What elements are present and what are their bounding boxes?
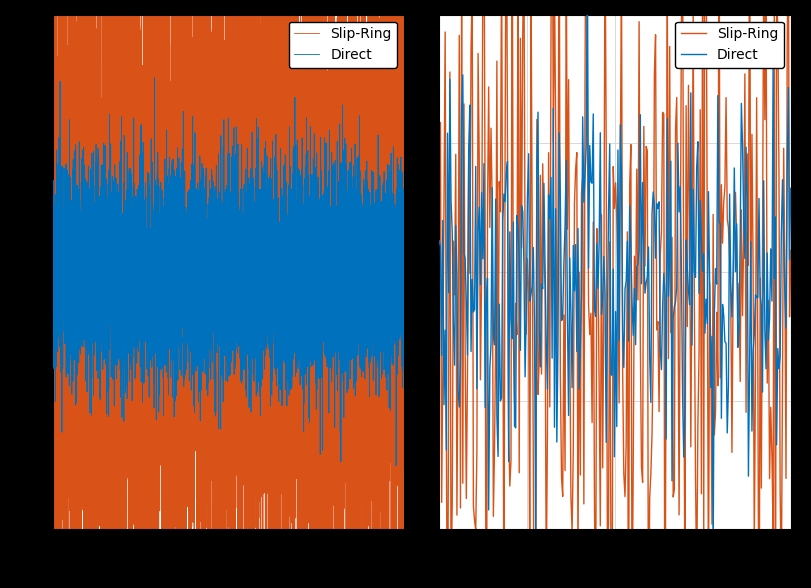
Line: Slip-Ring: Slip-Ring xyxy=(440,0,791,588)
Slip-Ring xyxy=(399,557,409,564)
Direct xyxy=(644,243,654,250)
Direct xyxy=(49,304,59,311)
Direct xyxy=(399,236,409,243)
Slip-Ring xyxy=(117,265,127,272)
Slip-Ring xyxy=(733,315,743,322)
Slip-Ring xyxy=(645,494,654,501)
Direct xyxy=(220,237,230,244)
Slip-Ring xyxy=(220,36,230,44)
Slip-Ring xyxy=(49,247,59,254)
Slip-Ring xyxy=(646,470,656,477)
Slip-Ring xyxy=(435,201,444,208)
Direct xyxy=(117,271,127,278)
Slip-Ring xyxy=(436,119,445,126)
Direct xyxy=(733,344,743,351)
Slip-Ring xyxy=(652,326,662,333)
Line: Direct: Direct xyxy=(440,0,791,557)
Direct xyxy=(435,238,444,245)
Direct xyxy=(645,354,654,361)
Slip-Ring xyxy=(48,389,58,396)
Legend: Slip-Ring, Direct: Slip-Ring, Direct xyxy=(289,22,397,68)
Direct xyxy=(436,243,445,250)
Direct xyxy=(708,553,718,560)
Direct xyxy=(755,292,765,299)
Slip-Ring xyxy=(380,452,390,459)
Slip-Ring xyxy=(755,275,765,282)
Direct xyxy=(786,185,796,192)
Line: Slip-Ring: Slip-Ring xyxy=(53,0,404,588)
Direct xyxy=(391,463,401,470)
Direct xyxy=(149,74,159,81)
Legend: Slip-Ring, Direct: Slip-Ring, Direct xyxy=(676,22,783,68)
Direct xyxy=(650,255,660,262)
Slip-Ring xyxy=(69,217,79,224)
Line: Direct: Direct xyxy=(53,78,404,466)
Direct xyxy=(48,244,58,251)
Direct xyxy=(62,252,72,259)
Slip-Ring xyxy=(786,247,796,254)
Direct xyxy=(69,290,79,298)
Slip-Ring xyxy=(62,268,72,275)
Direct xyxy=(380,248,390,255)
